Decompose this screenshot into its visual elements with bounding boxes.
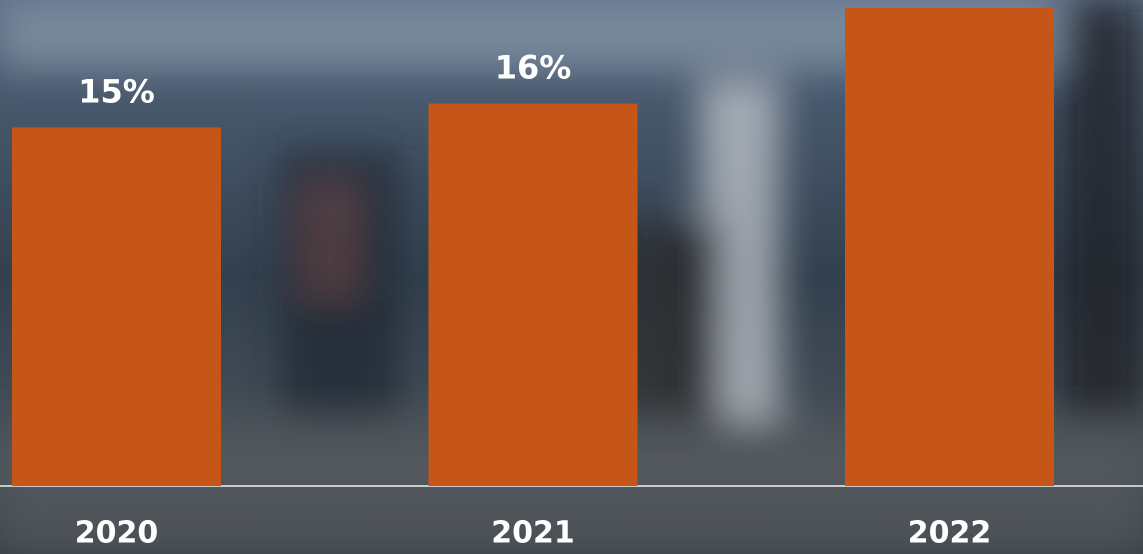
x-tick-label: 2020: [75, 516, 159, 551]
x-tick-label: 2022: [908, 516, 992, 551]
bar: [845, 8, 1054, 486]
value-label: 15%: [78, 73, 155, 111]
page: 202015%202116%2022 (() => { const data =…: [0, 0, 1143, 554]
x-tick-label: 2021: [491, 516, 575, 551]
value-label: 16%: [495, 49, 572, 87]
bar: [12, 128, 221, 487]
bar: [429, 104, 638, 486]
chart: 2020 15% 2021 16% 2022: [0, 0, 1143, 554]
